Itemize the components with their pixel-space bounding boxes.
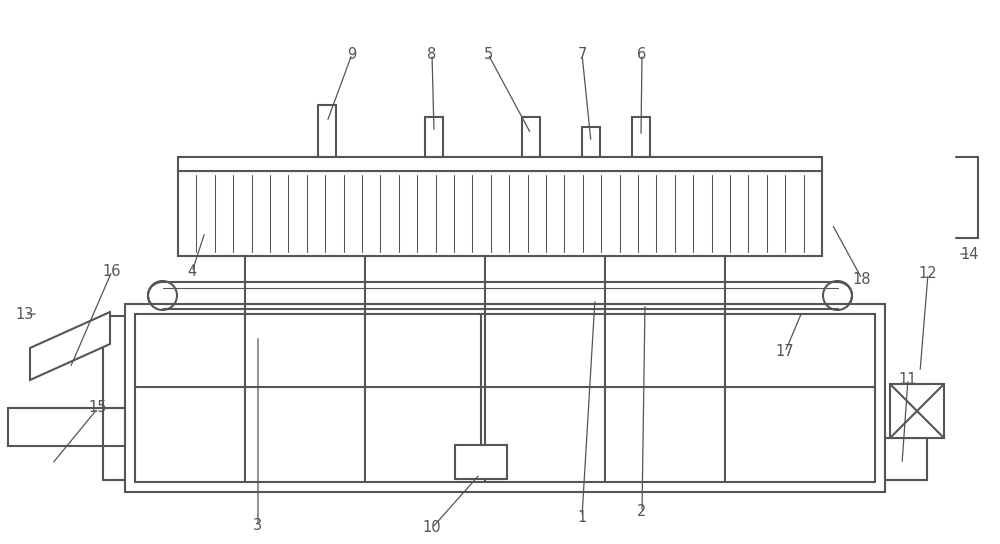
Bar (425, 117, 443, 157)
Text: 16: 16 (103, 263, 121, 279)
Text: 1: 1 (577, 510, 587, 524)
Bar (125, 304, 885, 492)
Bar (455, 445, 507, 479)
Text: 7: 7 (577, 46, 587, 61)
Bar (522, 117, 540, 157)
Bar (178, 171, 822, 256)
Bar (8, 408, 125, 446)
Bar (135, 314, 875, 482)
Bar (632, 117, 650, 157)
Bar (582, 127, 600, 157)
Bar (178, 157, 822, 171)
Bar (890, 384, 944, 438)
Bar (885, 438, 927, 480)
Text: 18: 18 (853, 271, 871, 287)
Text: 2: 2 (637, 504, 647, 520)
Text: 3: 3 (253, 518, 263, 534)
Text: 15: 15 (89, 400, 107, 416)
Polygon shape (30, 312, 110, 380)
Text: 11: 11 (899, 372, 917, 386)
Text: 9: 9 (347, 46, 357, 61)
Text: 13: 13 (16, 306, 34, 322)
Text: 12: 12 (919, 267, 937, 281)
Bar (318, 105, 336, 157)
Text: 5: 5 (483, 46, 493, 61)
Text: 6: 6 (637, 46, 647, 61)
Text: 10: 10 (423, 521, 441, 535)
Text: 17: 17 (776, 344, 794, 360)
Text: 14: 14 (961, 246, 979, 262)
Text: 4: 4 (187, 264, 197, 280)
Text: 8: 8 (427, 46, 437, 61)
